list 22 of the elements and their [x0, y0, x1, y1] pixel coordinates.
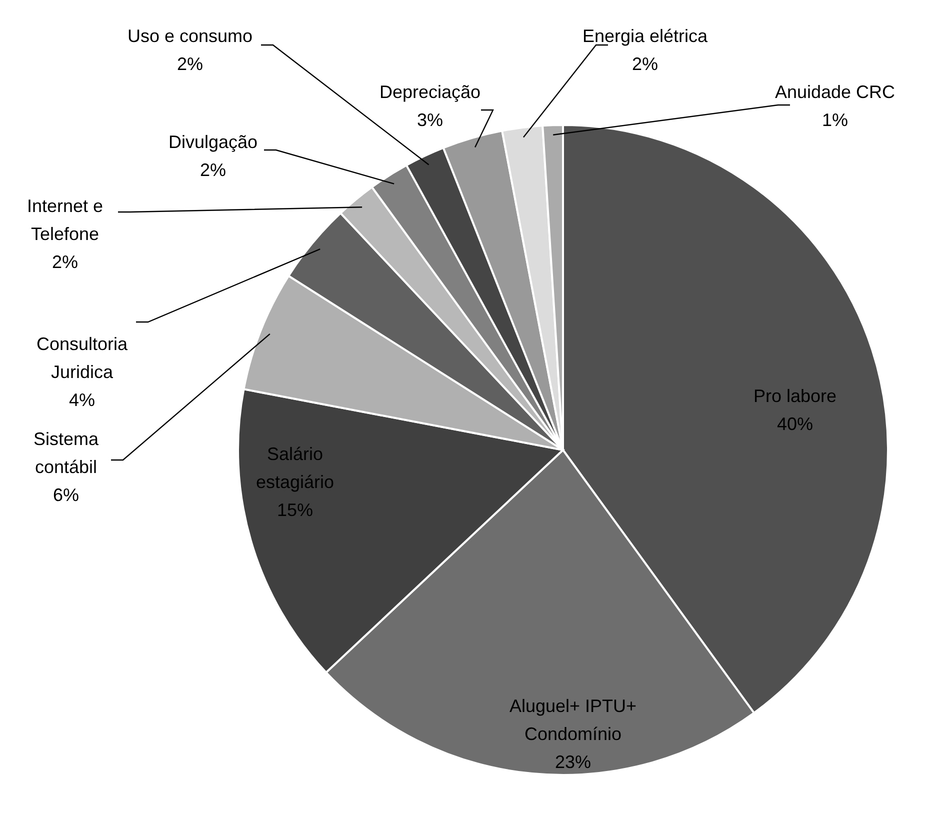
slice-label: Salário estagiário [256, 444, 334, 492]
slice-label: Consultoria Juridica [36, 334, 129, 382]
data-label: 2% [176, 54, 204, 74]
slice-label: Divulgação [168, 132, 258, 152]
slice-label: Uso e consumo [127, 26, 253, 46]
slice-label: Depreciação [379, 82, 481, 102]
data-label: 2% [200, 160, 226, 180]
slice-label: Anuidade CRC [774, 82, 896, 102]
slice-label: Energia elétrica [582, 26, 709, 46]
data-label: 4% [68, 390, 96, 410]
data-label: 23% [554, 752, 592, 772]
slice-label: Internet e Telefone [26, 196, 104, 244]
slice-label: Aluguel+ IPTU+ Condomínio [509, 696, 637, 744]
data-label: 6% [52, 485, 80, 505]
data-label: 40% [776, 414, 814, 434]
data-label: 1% [822, 110, 848, 130]
slice-label: Sistema contábil [33, 429, 100, 477]
slice-label: Pro labore [753, 386, 837, 406]
data-label: 3% [416, 110, 444, 130]
data-label: 2% [52, 252, 78, 272]
data-label: 2% [632, 54, 658, 74]
data-label: 15% [276, 500, 314, 520]
